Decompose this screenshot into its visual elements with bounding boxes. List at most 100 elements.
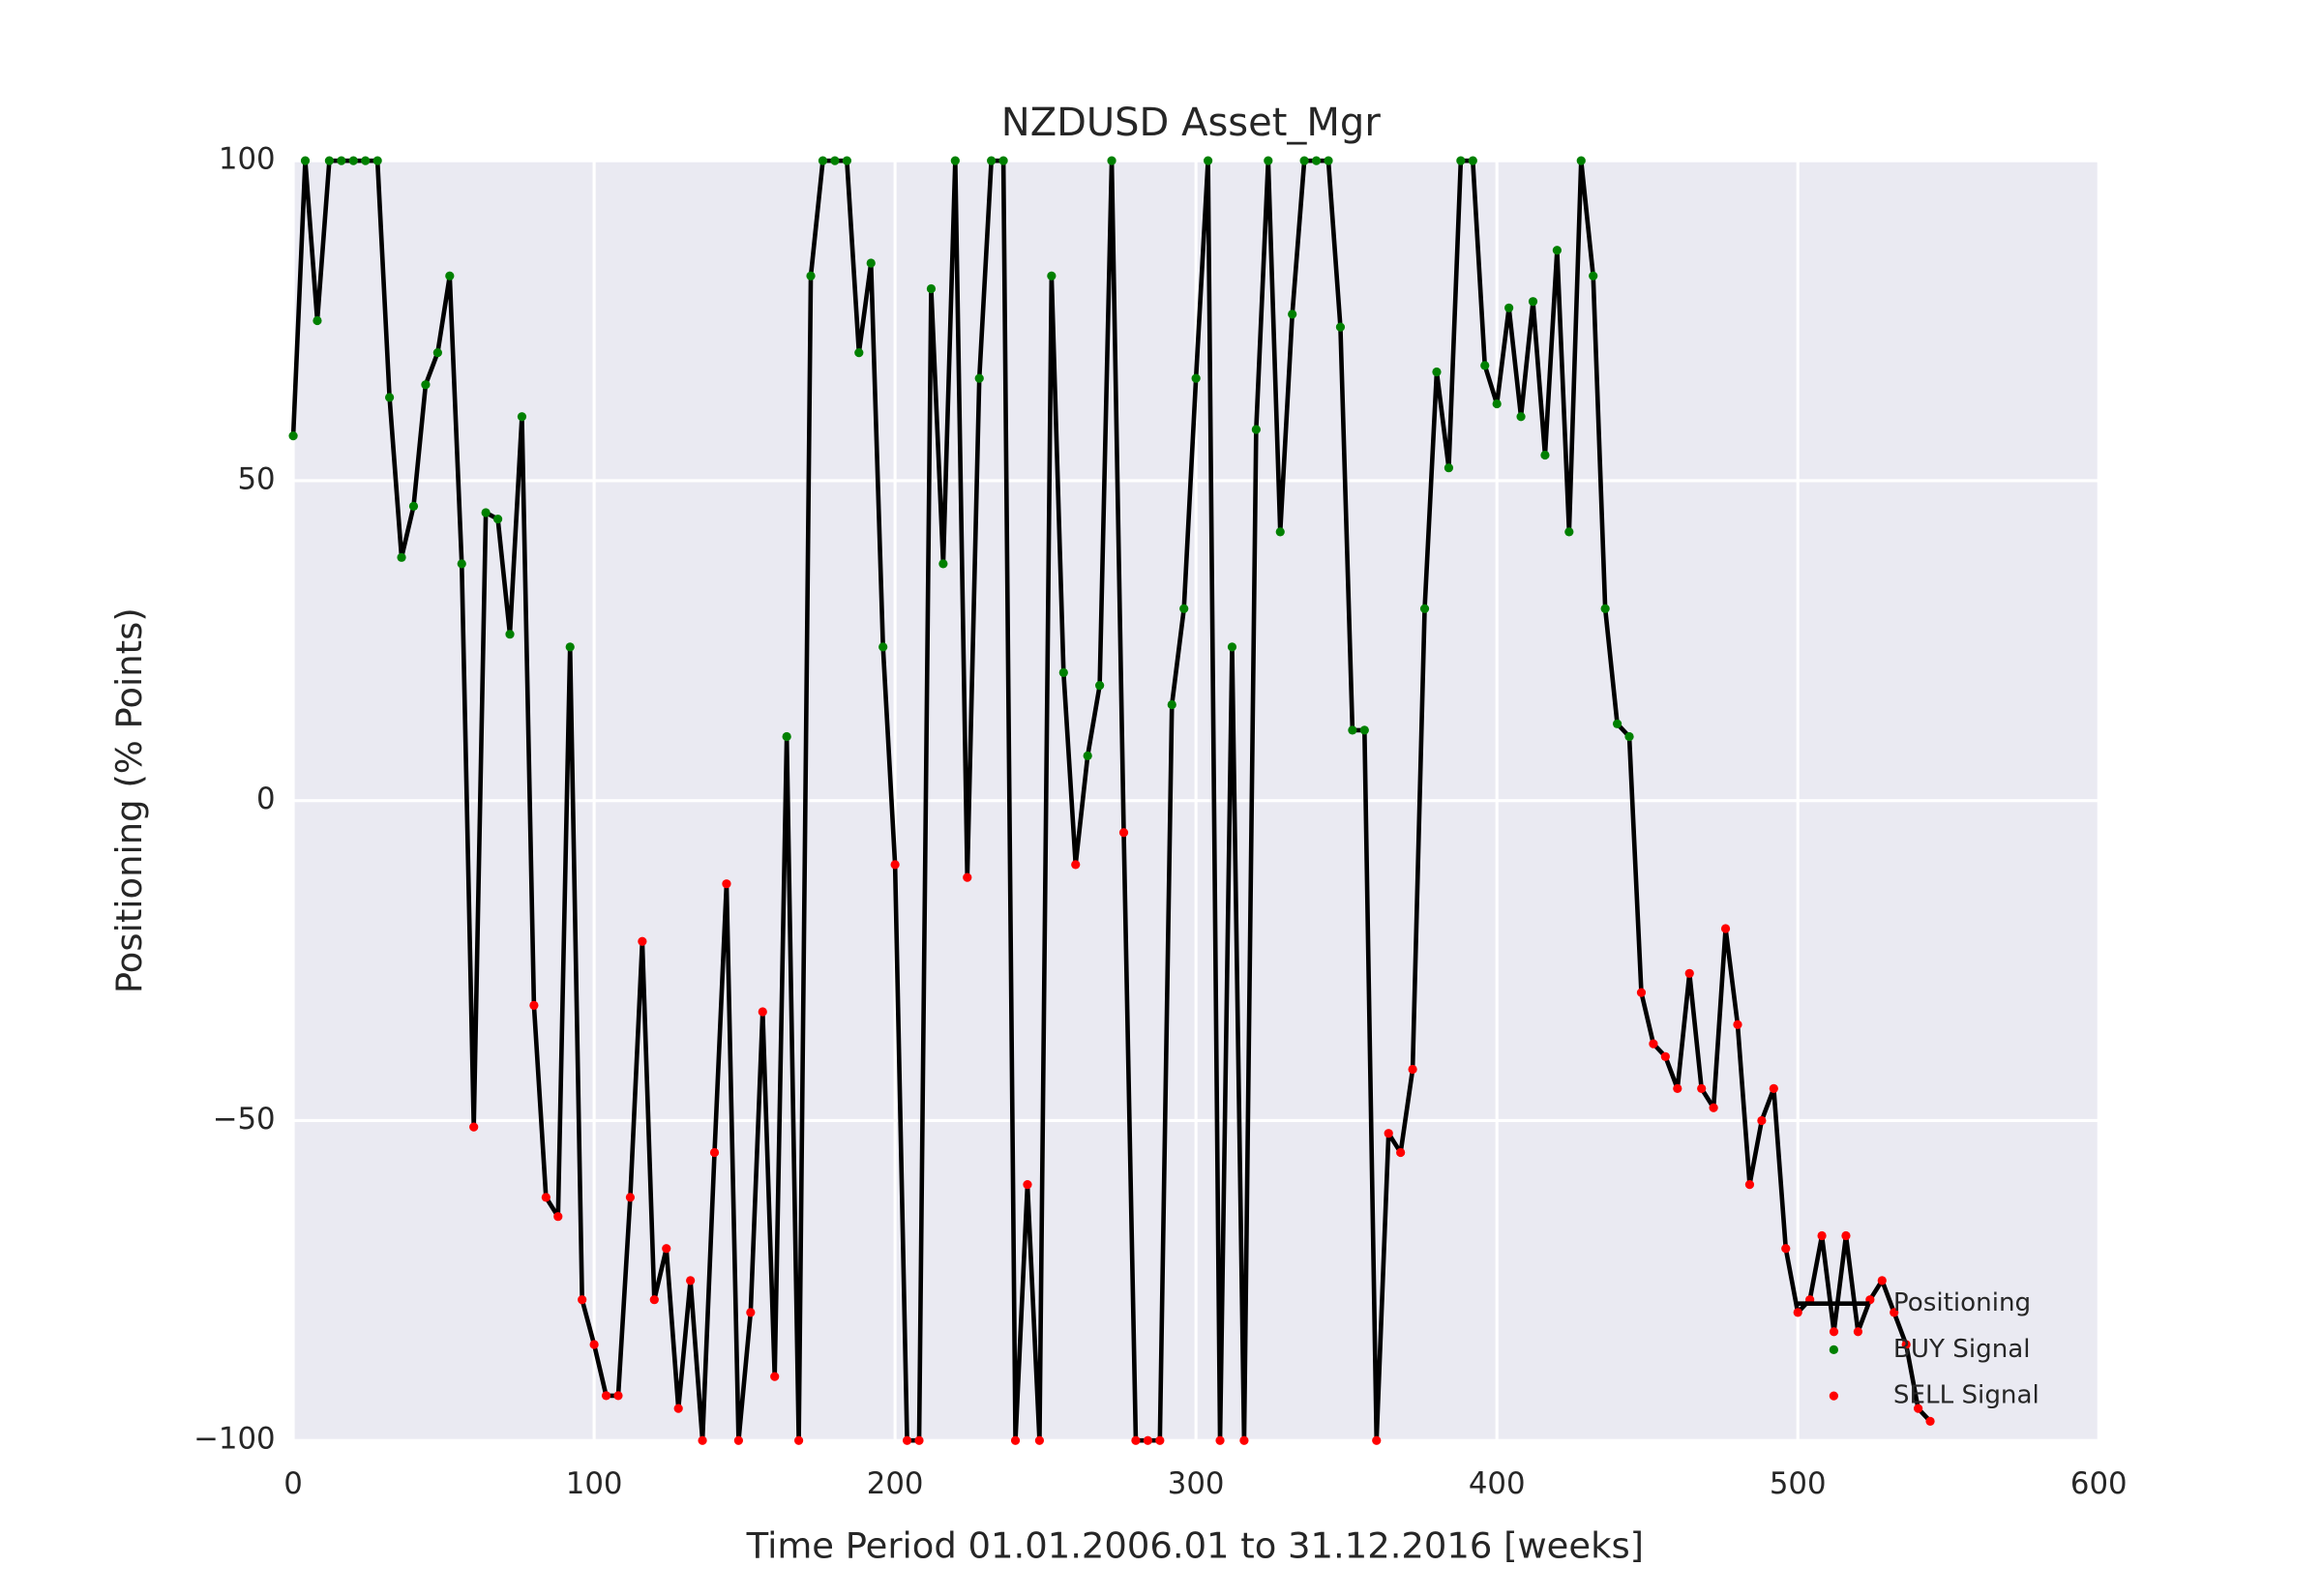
signal-dot bbox=[1528, 297, 1538, 307]
signal-dot bbox=[1359, 725, 1369, 735]
signal-dot bbox=[926, 283, 937, 294]
signal-dot bbox=[806, 271, 816, 281]
signal-dot bbox=[397, 552, 406, 562]
signal-dot bbox=[793, 1435, 804, 1445]
signal-dot bbox=[541, 1193, 551, 1202]
signal-dot bbox=[818, 156, 828, 165]
signal-dot bbox=[1143, 1435, 1153, 1445]
signal-dot bbox=[1552, 246, 1562, 255]
signal-dot bbox=[613, 1391, 623, 1401]
signal-dot bbox=[1744, 1180, 1755, 1190]
signal-dot bbox=[408, 501, 419, 511]
signal-dot bbox=[1167, 699, 1176, 710]
y-axis-label: Positioning (% Points) bbox=[108, 607, 150, 993]
signal-dot bbox=[902, 1435, 912, 1445]
signal-dot bbox=[1239, 1435, 1249, 1445]
signal-dot bbox=[987, 156, 997, 165]
signal-dot bbox=[1155, 1435, 1165, 1445]
signal-dot bbox=[1264, 156, 1273, 165]
signal-dot bbox=[601, 1391, 611, 1401]
signal-dot bbox=[589, 1340, 599, 1349]
signal-dot bbox=[770, 1372, 780, 1381]
signal-dot bbox=[529, 1000, 539, 1010]
x-tick-label: 600 bbox=[2070, 1466, 2128, 1501]
signal-dot bbox=[662, 1244, 671, 1254]
signal-dot bbox=[625, 1193, 636, 1202]
y-tick-label: −100 bbox=[194, 1422, 275, 1457]
signal-dot bbox=[746, 1308, 756, 1317]
signal-dot bbox=[1890, 1308, 1899, 1317]
signal-dot bbox=[578, 1295, 587, 1305]
y-tick-label: 0 bbox=[256, 782, 276, 816]
legend-dot bbox=[1829, 1391, 1838, 1401]
signal-dot bbox=[1817, 1230, 1827, 1241]
y-tick-label: 100 bbox=[219, 142, 276, 177]
signal-dot bbox=[1697, 1083, 1707, 1093]
signal-dot bbox=[1829, 1327, 1839, 1337]
legend-dot bbox=[1829, 1345, 1838, 1354]
signal-dot bbox=[1456, 156, 1466, 165]
grid bbox=[291, 159, 2100, 1442]
signal-dot bbox=[1348, 725, 1357, 735]
signal-dot bbox=[866, 258, 876, 268]
signal-dot bbox=[469, 1122, 479, 1132]
signal-dot bbox=[1660, 1051, 1670, 1061]
signal-dot bbox=[457, 559, 466, 569]
legend-label: BUY Signal bbox=[1893, 1335, 2031, 1364]
signal-dot bbox=[1107, 156, 1116, 165]
signal-dot bbox=[1095, 681, 1105, 691]
signal-dot bbox=[313, 315, 322, 326]
signal-dot bbox=[1034, 1435, 1045, 1445]
signal-dot bbox=[1600, 604, 1610, 613]
signal-dot bbox=[1564, 527, 1574, 537]
signal-dot bbox=[1612, 719, 1622, 728]
signal-dot bbox=[505, 630, 515, 639]
signal-dot bbox=[1649, 1039, 1658, 1049]
signal-dot bbox=[1720, 924, 1731, 933]
signal-dot bbox=[1311, 156, 1322, 165]
signal-dot bbox=[963, 872, 972, 882]
signal-dot bbox=[1576, 156, 1586, 165]
signal-dot bbox=[1684, 968, 1694, 978]
signal-dot bbox=[733, 1435, 744, 1445]
signal-dot bbox=[553, 1212, 563, 1222]
signal-dot bbox=[1492, 399, 1502, 409]
signal-dot bbox=[782, 731, 791, 742]
signal-dot bbox=[372, 156, 382, 165]
signal-dot bbox=[1299, 156, 1309, 165]
signal-dot bbox=[1636, 988, 1647, 997]
signal-dot bbox=[1408, 1064, 1417, 1075]
signal-dot bbox=[1324, 156, 1333, 165]
legend-label: Positioning bbox=[1893, 1288, 2031, 1317]
x-axis-label: Time Period 01.01.2006.01 to 31.12.2016 … bbox=[746, 1525, 1644, 1567]
signal-dot bbox=[1396, 1147, 1406, 1158]
signal-dot bbox=[709, 1147, 720, 1158]
signal-dot bbox=[1673, 1083, 1682, 1093]
signal-dot bbox=[1781, 1244, 1791, 1254]
signal-dot bbox=[1853, 1327, 1863, 1337]
signal-dot bbox=[1769, 1083, 1778, 1093]
signal-dot bbox=[445, 271, 455, 281]
signal-dot bbox=[1071, 860, 1081, 870]
signal-dot bbox=[1589, 271, 1598, 281]
y-tick-label: −50 bbox=[213, 1102, 276, 1137]
signal-dot bbox=[1925, 1416, 1935, 1426]
legend: Positioning BUY Signal SELL Signal bbox=[1798, 1288, 2039, 1410]
signal-dot bbox=[1251, 425, 1261, 434]
signal-dot bbox=[348, 156, 358, 165]
signal-dot bbox=[1335, 322, 1346, 332]
signal-dot bbox=[830, 156, 840, 165]
signal-dot bbox=[1504, 303, 1514, 312]
signal-dot bbox=[1877, 1276, 1887, 1286]
signal-dot bbox=[1624, 731, 1634, 742]
signal-dot bbox=[854, 348, 864, 358]
signal-dot bbox=[758, 1007, 767, 1017]
signal-dot bbox=[722, 879, 731, 889]
signal-dot bbox=[1203, 156, 1213, 165]
signal-dot bbox=[673, 1404, 683, 1413]
signal-dot bbox=[1468, 156, 1477, 165]
signal-dot bbox=[1793, 1308, 1802, 1317]
chart-title: NZDUSD Asset_Mgr bbox=[1001, 101, 1382, 145]
signal-dot bbox=[1131, 1435, 1141, 1445]
